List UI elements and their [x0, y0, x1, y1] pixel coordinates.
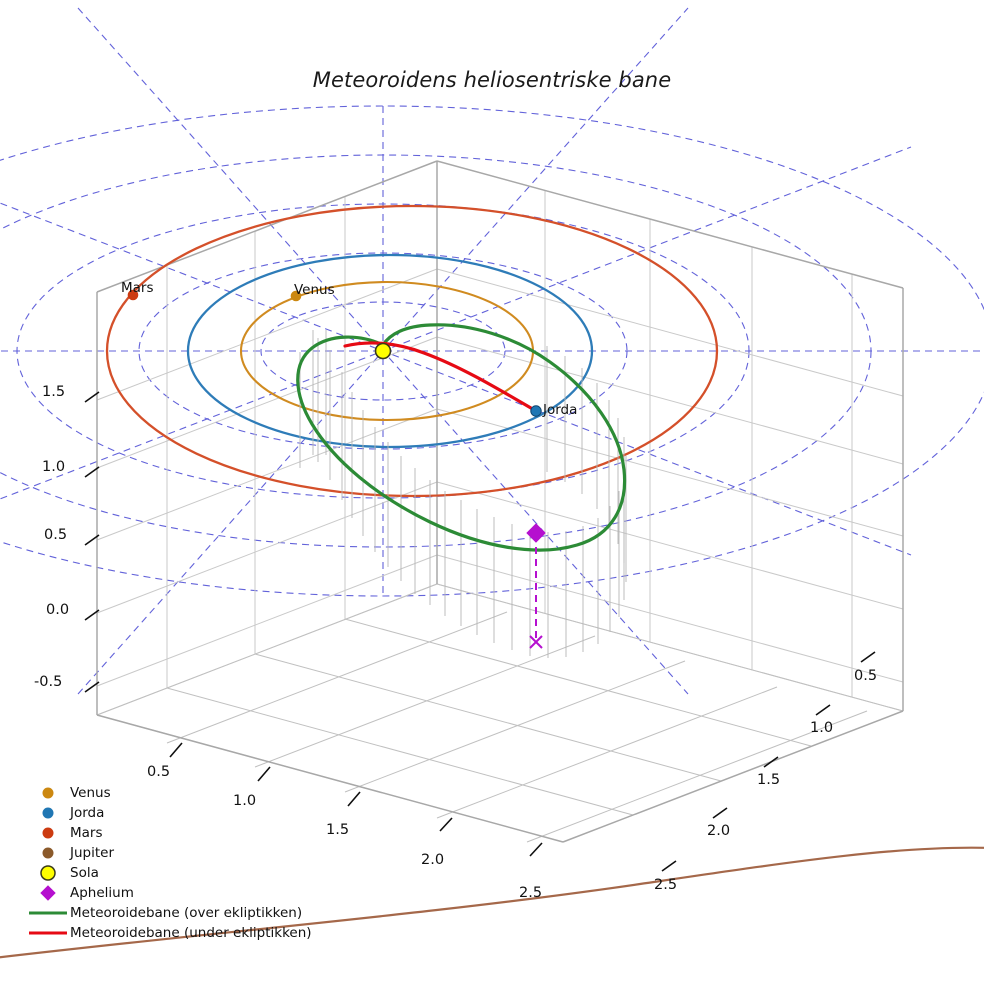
- marker-mars: [127, 289, 139, 301]
- mars-marker-icon: [26, 823, 70, 843]
- marker-aphelium: [526, 523, 546, 543]
- legend-item-meteoroid-above: Meteoroidebane (over ekliptikken): [26, 903, 318, 923]
- label-jorda: Jorda: [543, 402, 578, 418]
- legend-label: Venus: [70, 785, 111, 801]
- aphelion-ground-x-icon: [529, 635, 543, 649]
- red-line-icon: [26, 923, 70, 943]
- marker-sola: [374, 342, 392, 360]
- z-tick-label: 1.5: [42, 384, 66, 400]
- legend: Venus Jorda Mars Jupiter Sola: [26, 783, 318, 943]
- z-tick-label: 0.5: [44, 527, 68, 543]
- orbit-jorda: [186, 253, 594, 449]
- jupiter-marker-icon: [26, 843, 70, 863]
- orbit-meteoroid-below: [343, 341, 538, 413]
- legend-item-meteoroid-below: Meteoroidebane (under ekliptikken): [26, 923, 318, 943]
- sola-marker-icon: [26, 863, 70, 883]
- venus-marker-icon: [26, 783, 70, 803]
- x-tick-label: 1.0: [233, 793, 257, 809]
- y-tick-label: 1.0: [810, 720, 834, 736]
- y-tick-label: 2.0: [707, 823, 731, 839]
- y-tick-label: 2.5: [654, 877, 678, 893]
- legend-item-mars: Mars: [26, 823, 318, 843]
- legend-label: Meteoroidebane (under ekliptikken): [70, 925, 312, 941]
- meteoroid-droplines: [299, 330, 627, 658]
- axes-spines: [96, 160, 904, 843]
- aphelium-marker-icon: [26, 883, 70, 903]
- legend-item-venus: Venus: [26, 783, 318, 803]
- legend-label: Jupiter: [70, 845, 115, 861]
- x-tick-label: 2.0: [421, 852, 445, 868]
- label-mars: Mars: [121, 280, 154, 296]
- jorda-marker-icon: [26, 803, 70, 823]
- green-line-icon: [26, 903, 70, 923]
- x-tick-label: 0.5: [147, 764, 171, 780]
- legend-item-jorda: Jorda: [26, 803, 318, 823]
- legend-label: Jorda: [70, 805, 105, 821]
- marker-venus: [290, 290, 302, 302]
- orbit-jupiter: [0, 846, 984, 959]
- z-tick-label: 1.0: [42, 459, 66, 475]
- orbit-meteoroid-above: [296, 323, 627, 552]
- y-tick-label: 0.5: [854, 668, 878, 684]
- y-tick-label: 1.5: [757, 772, 781, 788]
- legend-label: Meteoroidebane (over ekliptikken): [70, 905, 303, 921]
- legend-item-jupiter: Jupiter: [26, 843, 318, 863]
- axis-tick-marks: [84, 391, 876, 872]
- page-title: Meteoroidens heliosentriske bane: [312, 68, 672, 92]
- axes-pane-grid: [96, 160, 904, 716]
- legend-label: Sola: [70, 865, 99, 881]
- label-venus: Venus: [294, 282, 335, 298]
- legend-label: Aphelium: [70, 885, 134, 901]
- x-tick-label: 2.5: [519, 885, 543, 901]
- x-tick-label: 1.5: [326, 822, 350, 838]
- marker-jorda: [530, 405, 542, 417]
- legend-item-aphelium: Aphelium: [26, 883, 318, 903]
- z-tick-label: 0.0: [46, 602, 70, 618]
- orbit-mars: [105, 204, 719, 498]
- legend-label: Mars: [70, 825, 103, 841]
- z-tick-label: -0.5: [34, 674, 63, 690]
- legend-item-sola: Sola: [26, 863, 318, 883]
